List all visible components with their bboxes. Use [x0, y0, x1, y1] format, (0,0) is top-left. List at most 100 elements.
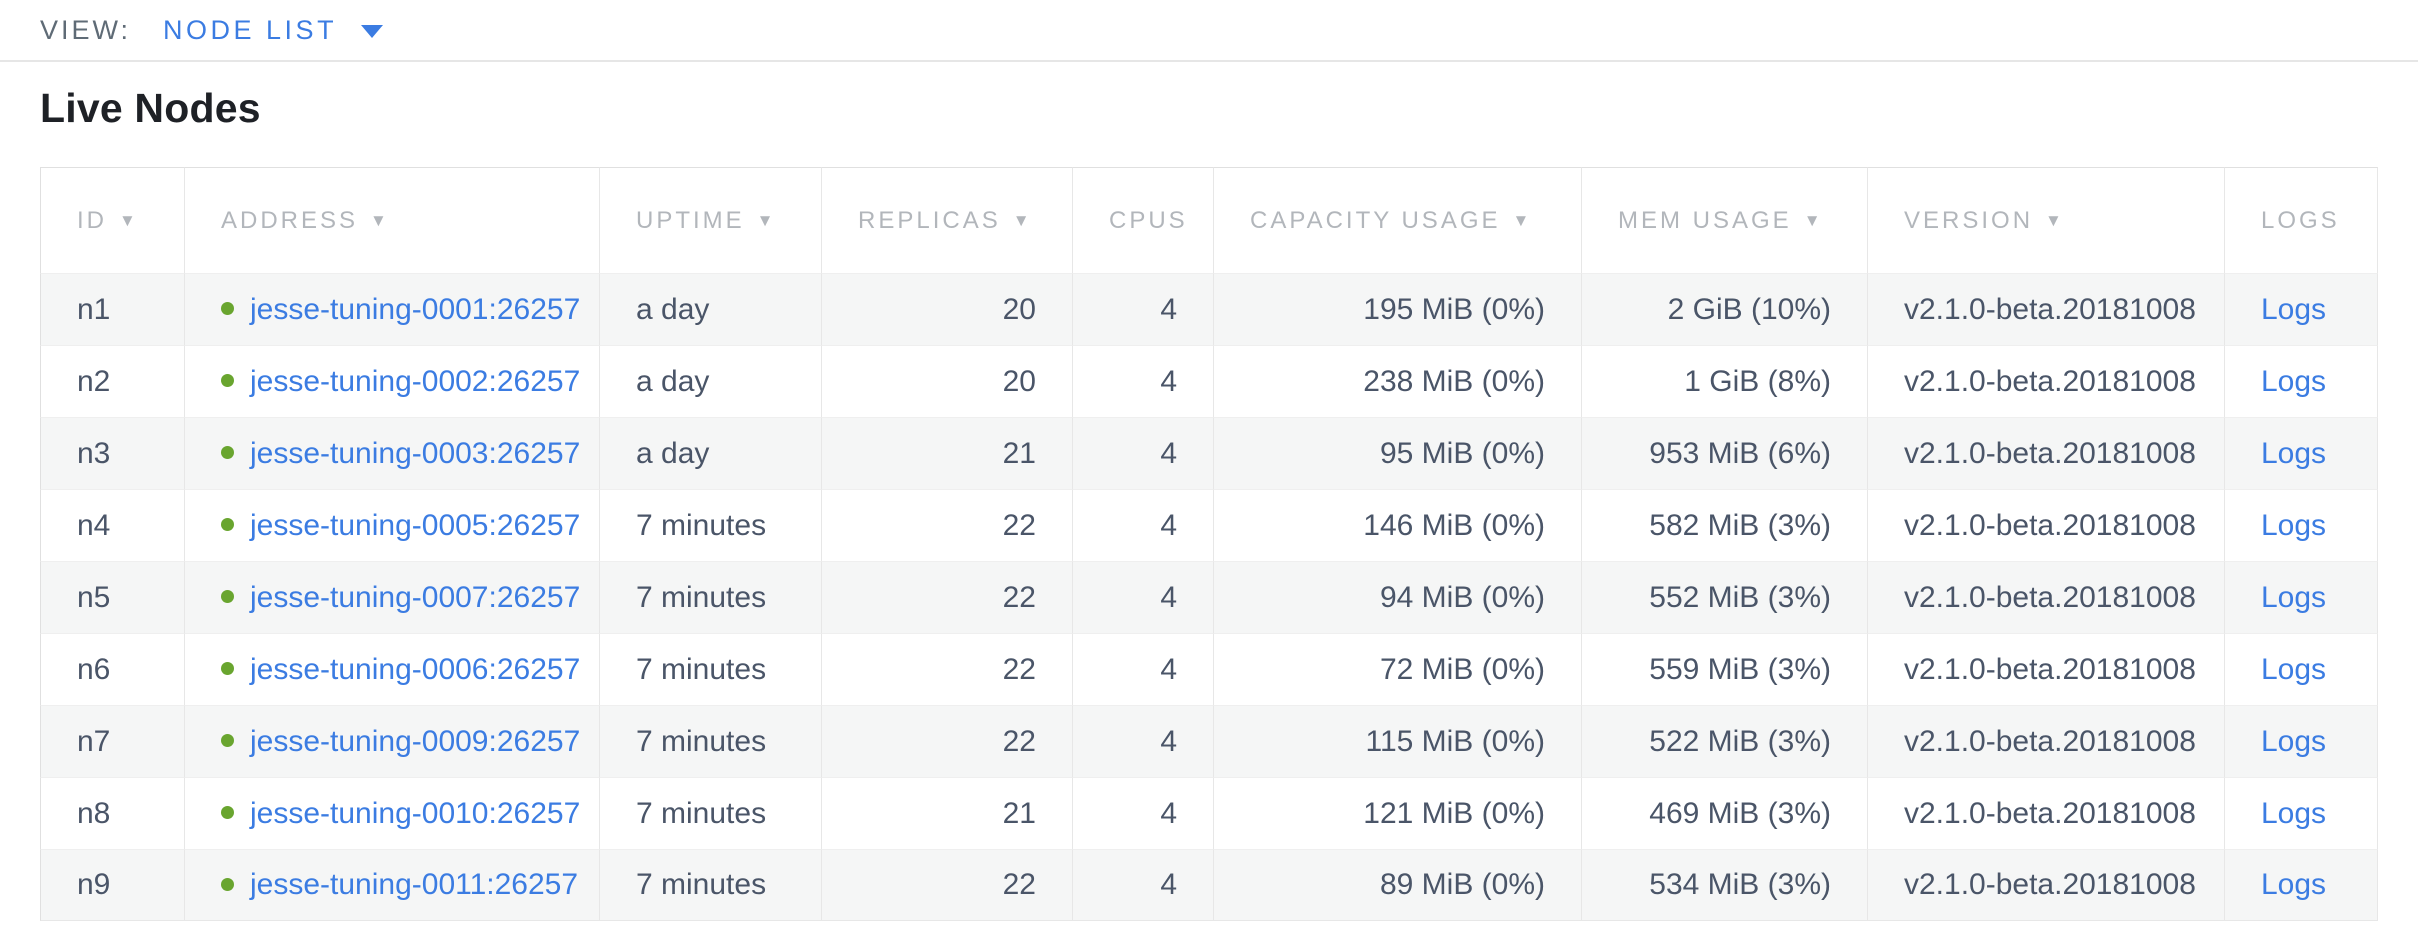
node-cpus-value: 4 — [1160, 724, 1177, 758]
cell-mem: 1 GiB (8%) — [1582, 345, 1868, 417]
cell-address: jesse-tuning-0001:26257 — [185, 273, 600, 345]
node-replicas-value: 20 — [1002, 292, 1036, 326]
cell-logs: Logs — [2225, 417, 2378, 489]
cell-address: jesse-tuning-0003:26257 — [185, 417, 600, 489]
node-logs-link[interactable]: Logs — [2261, 508, 2327, 542]
node-logs-link[interactable]: Logs — [2261, 652, 2327, 686]
cell-replicas: 20 — [822, 345, 1073, 417]
node-capacity-value: 238 MiB (0%) — [1363, 364, 1545, 398]
cell-uptime: a day — [600, 273, 822, 345]
cell-capacity: 146 MiB (0%) — [1214, 489, 1582, 561]
cell-version: v2.1.0-beta.20181008 — [1868, 417, 2225, 489]
node-mem-value: 469 MiB (3%) — [1649, 796, 1831, 830]
cell-cpus: 4 — [1073, 561, 1214, 633]
node-logs-link[interactable]: Logs — [2261, 580, 2327, 614]
node-version-value: v2.1.0-beta.20181008 — [1904, 652, 2196, 686]
node-replicas-value: 20 — [1002, 364, 1036, 398]
node-version-value: v2.1.0-beta.20181008 — [1904, 364, 2196, 398]
cell-logs: Logs — [2225, 633, 2378, 705]
cell-logs: Logs — [2225, 345, 2378, 417]
node-address-link[interactable]: jesse-tuning-0003:26257 — [250, 436, 581, 470]
node-replicas-value: 22 — [1002, 868, 1036, 901]
node-cpus-value: 4 — [1160, 580, 1177, 614]
node-logs-link[interactable]: Logs — [2261, 364, 2327, 398]
node-logs-link[interactable]: Logs — [2261, 436, 2327, 470]
node-mem-value: 582 MiB (3%) — [1649, 508, 1831, 542]
node-cpus-value: 4 — [1160, 508, 1177, 542]
cell-address: jesse-tuning-0002:26257 — [185, 345, 600, 417]
column-header-label: MEM USAGE — [1618, 206, 1792, 234]
node-capacity-value: 72 MiB (0%) — [1379, 652, 1545, 686]
node-logs-link[interactable]: Logs — [2261, 724, 2327, 758]
node-address-link[interactable]: jesse-tuning-0006:26257 — [250, 652, 581, 686]
node-logs-link[interactable]: Logs — [2261, 796, 2327, 830]
node-logs-link[interactable]: Logs — [2261, 868, 2327, 901]
cell-id: n7 — [40, 705, 185, 777]
node-health-icon — [221, 806, 234, 820]
live-nodes-table: ID ▼ ADDRESS ▼ UPTIME ▼ REPLICAS ▼ CPUS CAPACITY … — [40, 167, 2378, 921]
node-id-value: n6 — [77, 652, 111, 686]
node-capacity-value: 121 MiB (0%) — [1363, 796, 1545, 830]
node-health-icon — [221, 374, 234, 388]
sort-arrow-icon: ▼ — [370, 210, 390, 230]
node-replicas-value: 22 — [1002, 652, 1036, 686]
node-mem-value: 2 GiB (10%) — [1667, 292, 1831, 326]
node-version-value: v2.1.0-beta.20181008 — [1904, 724, 2196, 758]
table-row-n6: n6 jesse-tuning-0006:26257 7 minutes 22 4 72 … — [40, 633, 2378, 705]
cell-address: jesse-tuning-0005:26257 — [185, 489, 600, 561]
node-uptime-value: a day — [636, 292, 710, 326]
cell-mem: 559 MiB (3%) — [1582, 633, 1868, 705]
node-capacity-value: 195 MiB (0%) — [1363, 292, 1545, 326]
sort-arrow-icon: ▼ — [756, 210, 777, 230]
node-health-icon — [221, 446, 234, 460]
column-header-replicas[interactable]: REPLICAS ▼ — [822, 167, 1073, 273]
node-mem-value: 522 MiB (3%) — [1649, 724, 1831, 758]
column-header-label: VERSION — [1904, 206, 2034, 234]
node-address-link[interactable]: jesse-tuning-0002:26257 — [250, 364, 581, 398]
column-header-capacity[interactable]: CAPACITY USAGE ▼ — [1214, 167, 1582, 273]
column-header-uptime[interactable]: UPTIME ▼ — [600, 167, 822, 273]
node-address-link[interactable]: jesse-tuning-0009:26257 — [250, 724, 581, 758]
node-uptime-value: 7 minutes — [636, 796, 767, 830]
cell-uptime: 7 minutes — [600, 849, 822, 921]
view-dropdown[interactable]: NODE LIST — [163, 15, 384, 46]
node-address-link[interactable]: jesse-tuning-0005:26257 — [250, 508, 581, 542]
node-mem-value: 1 GiB (8%) — [1684, 364, 1831, 398]
node-logs-link[interactable]: Logs — [2261, 292, 2327, 326]
column-header-address[interactable]: ADDRESS ▼ — [185, 167, 600, 273]
cell-replicas: 22 — [822, 705, 1073, 777]
node-address-link[interactable]: jesse-tuning-0001:26257 — [250, 292, 581, 326]
node-cpus-value: 4 — [1160, 652, 1177, 686]
table-row-n3: n3 jesse-tuning-0003:26257 a day 21 4 95 MiB … — [40, 417, 2378, 489]
node-version-value: v2.1.0-beta.20181008 — [1904, 580, 2196, 614]
cell-uptime: 7 minutes — [600, 561, 822, 633]
cell-mem: 953 MiB (6%) — [1582, 417, 1868, 489]
column-header-mem[interactable]: MEM USAGE ▼ — [1582, 167, 1868, 273]
cell-capacity: 95 MiB (0%) — [1214, 417, 1582, 489]
cell-capacity: 121 MiB (0%) — [1214, 777, 1582, 849]
column-header-label: LOGS — [2261, 206, 2340, 234]
column-header-id[interactable]: ID ▼ — [40, 167, 185, 273]
node-uptime-value: 7 minutes — [636, 652, 767, 686]
cell-mem: 534 MiB (3%) — [1582, 849, 1868, 921]
node-mem-value: 953 MiB (6%) — [1649, 436, 1831, 470]
cell-replicas: 21 — [822, 777, 1073, 849]
node-replicas-value: 22 — [1002, 580, 1036, 614]
cell-address: jesse-tuning-0009:26257 — [185, 705, 600, 777]
cell-cpus: 4 — [1073, 489, 1214, 561]
cell-mem: 2 GiB (10%) — [1582, 273, 1868, 345]
node-uptime-value: 7 minutes — [636, 868, 767, 901]
page-title: Live Nodes — [40, 85, 261, 131]
column-header-version[interactable]: VERSION ▼ — [1868, 167, 2225, 273]
node-address-link[interactable]: jesse-tuning-0011:26257 — [250, 868, 579, 901]
node-address-link[interactable]: jesse-tuning-0007:26257 — [250, 580, 581, 614]
node-uptime-value: 7 minutes — [636, 508, 767, 542]
cell-version: v2.1.0-beta.20181008 — [1868, 633, 2225, 705]
chevron-down-icon — [361, 25, 384, 38]
node-address-link[interactable]: jesse-tuning-0010:26257 — [250, 796, 581, 830]
column-header-label: CPUS — [1109, 206, 1188, 234]
node-health-icon — [221, 518, 234, 532]
cell-capacity: 89 MiB (0%) — [1214, 849, 1582, 921]
view-selector-bar: VIEW: NODE LIST — [0, 0, 2418, 62]
cell-logs: Logs — [2225, 273, 2378, 345]
